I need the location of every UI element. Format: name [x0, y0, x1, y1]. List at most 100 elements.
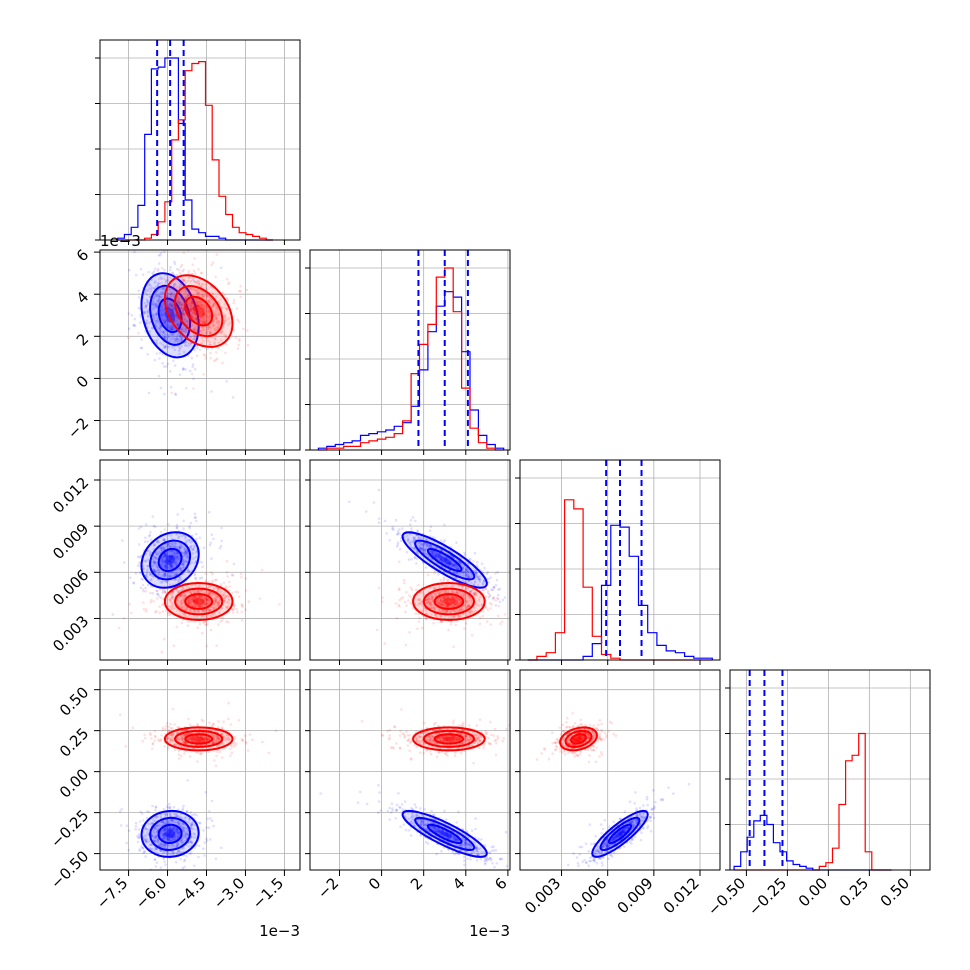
scatter-point	[162, 365, 166, 368]
scatter-point	[190, 735, 194, 739]
scatter-point	[458, 608, 462, 612]
scatter-point	[193, 596, 197, 600]
scatter-point	[191, 307, 195, 310]
scatter-point	[197, 325, 201, 329]
scatter-point	[457, 580, 461, 583]
scatter-point	[425, 612, 428, 615]
scatter-point	[446, 562, 449, 566]
scatter-point	[173, 572, 176, 575]
histogram-panel-2	[515, 459, 721, 661]
scatter-point	[191, 534, 194, 538]
scatter-point	[412, 536, 415, 540]
scatter-point	[204, 736, 207, 740]
scatter-point	[223, 333, 226, 336]
scatter-point	[163, 268, 166, 272]
scatter-point	[164, 832, 167, 836]
scatter-point	[167, 308, 170, 312]
scatter-point	[163, 835, 167, 838]
scatter-point	[464, 573, 467, 577]
scatter-point	[165, 821, 168, 825]
scatter-point	[224, 316, 227, 320]
scatter-point	[203, 354, 207, 357]
scatter-point	[447, 602, 450, 606]
scatter-point	[156, 284, 160, 287]
scatter-point	[151, 272, 154, 275]
scatter-point	[182, 729, 185, 732]
scatter-point	[167, 833, 171, 836]
scatter-point	[199, 319, 202, 323]
density-fill	[158, 548, 182, 572]
scatter-point	[141, 583, 145, 587]
scatter-point	[198, 735, 201, 738]
scatter-point	[196, 626, 199, 629]
scatter-point	[425, 543, 428, 547]
scatter-point	[487, 581, 491, 584]
scatter-point	[219, 298, 222, 302]
scatter-point	[164, 834, 167, 838]
scatter-point	[193, 600, 196, 603]
scatter-point	[146, 565, 149, 568]
scatter-point	[471, 610, 475, 614]
scatter-point	[186, 779, 189, 782]
scatter-point	[164, 545, 168, 549]
scatter-point	[159, 580, 163, 584]
scatter-point	[148, 553, 152, 556]
scatter-point	[165, 565, 168, 569]
scatter-point	[444, 601, 448, 604]
scatter-point	[416, 530, 420, 534]
scatter-point	[127, 829, 131, 832]
scatter-point	[171, 314, 175, 317]
scatter-point	[153, 831, 156, 835]
scatter-point	[489, 607, 492, 610]
scatter-point	[466, 588, 470, 591]
density-fill	[175, 588, 223, 615]
scatter-point	[195, 305, 199, 308]
scatter-point	[467, 574, 471, 577]
scatter-point	[127, 312, 131, 315]
scatter-point	[449, 622, 453, 626]
scatter-point	[169, 835, 172, 838]
scatter-point	[173, 832, 176, 835]
scatter-point	[170, 325, 173, 329]
scatter-point	[408, 541, 411, 544]
scatter-point	[158, 326, 161, 330]
scatter-point	[195, 328, 198, 332]
scatter-point	[191, 263, 195, 267]
scatter-point	[207, 599, 210, 602]
scatter-point	[178, 271, 182, 275]
scatter-point	[203, 320, 207, 324]
scatter-point	[174, 542, 177, 546]
scatter-point	[170, 304, 174, 308]
scatter-point	[161, 305, 165, 308]
scatter-point	[192, 827, 195, 831]
scatter-point	[169, 555, 172, 558]
scatter-point	[422, 543, 425, 546]
scatter-point	[190, 823, 194, 826]
scatter-point	[231, 396, 235, 399]
scatter-point	[409, 586, 413, 590]
scatter-point	[476, 576, 479, 579]
scatter-point	[181, 588, 184, 592]
scatter-point	[166, 838, 169, 841]
scatter-point	[160, 277, 163, 281]
scatter-point	[174, 813, 177, 816]
scatter-point	[209, 615, 213, 618]
scatter-point	[484, 595, 488, 598]
scatter-point	[490, 588, 493, 591]
scatter-point	[177, 580, 181, 583]
scatter-point	[171, 558, 175, 562]
scatter-point	[197, 584, 201, 588]
scatter-point	[428, 597, 432, 601]
scatter-point	[187, 286, 191, 290]
scatter-point	[178, 333, 182, 337]
scatter-point	[211, 572, 214, 576]
scatter-point	[426, 600, 430, 604]
scatter-point	[152, 836, 156, 840]
scatter-point	[246, 749, 250, 752]
scatter-point	[184, 344, 188, 347]
scatter-point	[194, 306, 198, 310]
scatter-point	[205, 614, 209, 618]
scatter-point	[183, 295, 187, 298]
scatter-point	[227, 701, 230, 705]
scatter-point	[160, 548, 164, 552]
